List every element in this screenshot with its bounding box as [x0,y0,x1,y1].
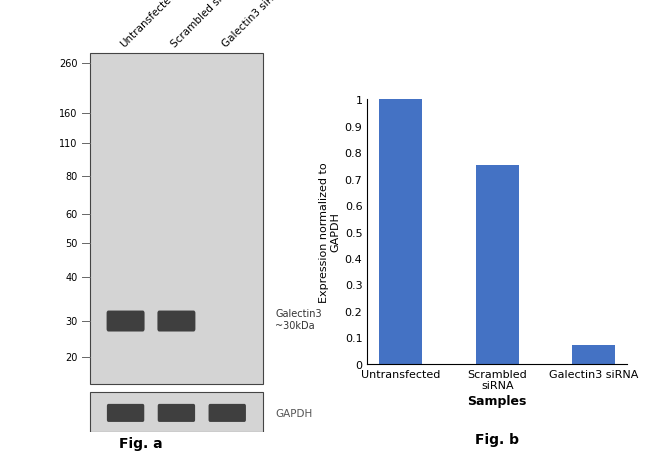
Text: Fig. b: Fig. b [475,432,519,446]
FancyBboxPatch shape [107,311,144,332]
Text: Untransfected: Untransfected [118,0,178,49]
Bar [90,393,263,432]
Text: Galectin3
~30kDa: Galectin3 ~30kDa [275,308,322,330]
Bar [572,345,616,364]
Text: 40: 40 [66,273,78,283]
Bar [90,53,263,384]
Bar [379,100,422,364]
Text: Scrambled siRNA: Scrambled siRNA [170,0,240,49]
Text: 30: 30 [66,316,78,326]
Text: Fig. a: Fig. a [119,436,162,450]
Text: 260: 260 [59,59,78,69]
Y-axis label: Expression normalized to
GAPDH: Expression normalized to GAPDH [319,162,341,302]
FancyBboxPatch shape [157,311,196,332]
FancyBboxPatch shape [158,404,195,422]
FancyBboxPatch shape [209,404,246,422]
Text: 80: 80 [66,172,78,182]
Text: Galectin3 siRNA: Galectin3 siRNA [220,0,287,49]
Text: 110: 110 [59,138,78,148]
Text: 60: 60 [66,210,78,220]
Text: GAPDH: GAPDH [275,408,313,418]
FancyBboxPatch shape [107,404,144,422]
Bar [476,166,519,364]
Text: 50: 50 [66,239,78,249]
Text: 160: 160 [59,109,78,119]
X-axis label: Samples: Samples [467,394,527,408]
Text: 20: 20 [66,352,78,362]
